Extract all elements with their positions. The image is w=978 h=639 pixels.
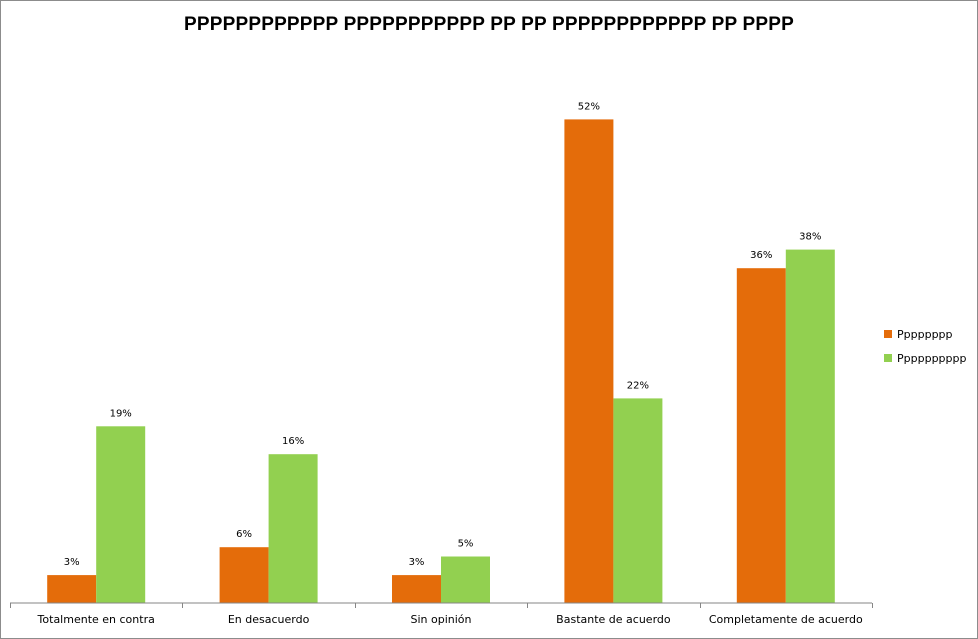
bar-2-2	[268, 454, 318, 603]
data-label-2-4: 22%	[627, 380, 649, 391]
legend-item-series-1: Pppppppp	[884, 322, 966, 346]
legend: Pppppppp Pppppppppp	[884, 322, 966, 370]
bar-2-5	[785, 249, 835, 603]
category-label-2: En desacuerdo	[228, 613, 310, 626]
data-label-1-4: 52%	[578, 101, 600, 112]
category-label-5: Completamente de acuerdo	[709, 613, 863, 626]
data-label-2-2: 16%	[282, 436, 304, 447]
bar-2-1	[96, 426, 146, 603]
data-label-1-3: 3%	[409, 557, 425, 568]
data-label-2-3: 5%	[458, 539, 474, 550]
legend-label-series-1: Pppppppp	[897, 327, 953, 341]
bar-1-3	[392, 575, 441, 603]
category-label-3: Sin opinión	[410, 613, 471, 626]
data-label-2-1: 19%	[110, 408, 132, 419]
data-label-1-2: 6%	[236, 529, 252, 540]
bar-1-2	[219, 547, 269, 603]
legend-item-series-2: Pppppppppp	[884, 346, 966, 370]
bar-1-1	[47, 575, 97, 603]
bar-2-4	[613, 398, 663, 603]
data-label-1-1: 3%	[64, 557, 80, 568]
bar-1-4	[564, 119, 614, 604]
legend-swatch-series-1	[884, 330, 892, 338]
bar-2-3	[441, 556, 490, 603]
data-label-2-5: 38%	[799, 232, 821, 243]
legend-label-series-2: Pppppppppp	[897, 351, 967, 365]
bar-1-5	[736, 268, 786, 603]
category-label-1: Totalmente en contra	[37, 613, 155, 626]
chart-title: PPPPPPPPPPPP PPPPPPPPPPP PP PP PPPPPPPPP…	[183, 14, 795, 35]
data-label-1-5: 36%	[750, 250, 772, 261]
category-label-4: Bastante de acuerdo	[556, 613, 671, 626]
legend-swatch-series-2	[884, 354, 892, 362]
